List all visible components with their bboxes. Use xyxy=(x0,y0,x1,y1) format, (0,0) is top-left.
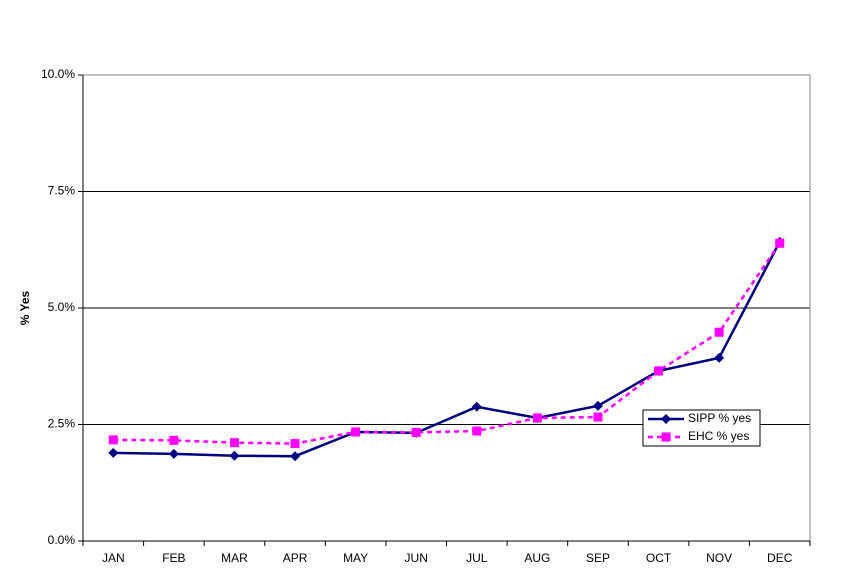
x-tick-label: JUN xyxy=(405,551,428,565)
data-point xyxy=(471,401,482,412)
data-point xyxy=(775,238,785,248)
data-point xyxy=(592,400,603,411)
x-tick-label: JAN xyxy=(102,551,125,565)
x-tick-label: MAR xyxy=(221,551,248,565)
data-point xyxy=(229,450,240,461)
x-tick-label: SEP xyxy=(586,551,610,565)
y-tick-label: 5.0% xyxy=(48,300,76,314)
data-point xyxy=(714,352,725,363)
x-tick-label: DEC xyxy=(767,551,793,565)
x-tick-label: AUG xyxy=(524,551,550,565)
data-point xyxy=(168,448,179,459)
series-line xyxy=(113,242,781,445)
y-axis-label: % Yes xyxy=(18,290,32,325)
y-tick-label: 2.5% xyxy=(48,417,76,431)
legend-marker xyxy=(661,414,671,424)
data-point xyxy=(411,427,421,437)
data-point xyxy=(169,435,179,445)
data-point xyxy=(229,438,239,448)
data-point xyxy=(654,366,664,376)
legend-marker xyxy=(661,432,671,442)
y-tick-label: 10.0% xyxy=(41,67,75,81)
data-point xyxy=(108,435,118,445)
data-point xyxy=(290,439,300,449)
data-point xyxy=(290,451,301,462)
y-tick-label: 7.5% xyxy=(48,184,76,198)
data-point xyxy=(714,327,724,337)
data-point xyxy=(593,412,603,422)
legend-label: EHC % yes xyxy=(688,429,749,443)
x-tick-label: NOV xyxy=(706,551,732,565)
data-point xyxy=(532,413,542,423)
x-tick-label: APR xyxy=(283,551,308,565)
x-tick-label: FEB xyxy=(162,551,185,565)
series-line xyxy=(113,241,781,458)
x-tick-label: MAY xyxy=(343,551,368,565)
x-tick-label: OCT xyxy=(646,551,672,565)
data-point xyxy=(351,427,361,437)
legend: SIPP % yes EHC % yes xyxy=(642,409,761,447)
y-tick-label: 0.0% xyxy=(48,533,76,547)
data-point xyxy=(108,447,119,458)
x-tick-label: JUL xyxy=(466,551,488,565)
data-point xyxy=(472,426,482,436)
legend-label: SIPP % yes xyxy=(688,411,751,425)
